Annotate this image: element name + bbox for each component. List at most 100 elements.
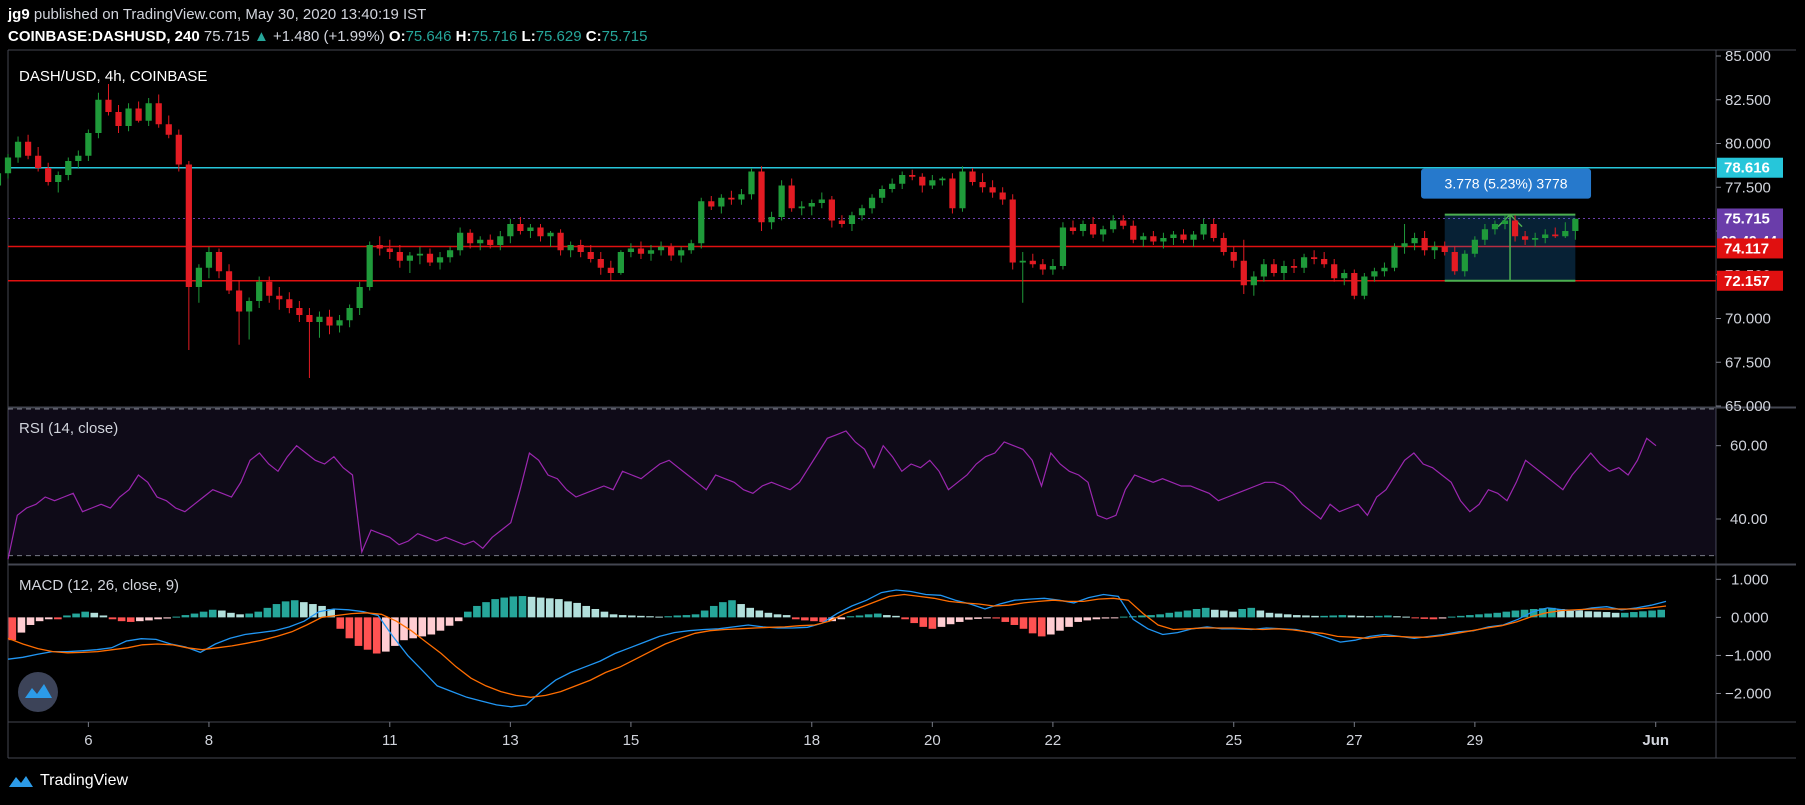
candle[interactable] [1009,199,1016,263]
candle[interactable] [1511,220,1519,237]
candle[interactable] [185,164,192,288]
candle[interactable] [1220,238,1227,252]
candle[interactable] [225,271,233,291]
candle[interactable] [4,157,12,174]
candle[interactable] [587,252,594,259]
candle[interactable] [457,232,464,251]
candle[interactable] [326,316,333,326]
candle[interactable] [1311,257,1318,259]
candle[interactable] [878,189,886,198]
candle[interactable] [949,178,956,209]
candle[interactable] [1100,229,1107,235]
candle[interactable] [1461,253,1468,272]
candle[interactable] [1049,266,1057,270]
candle[interactable] [1501,220,1509,225]
candle[interactable] [316,316,323,322]
candle[interactable] [1059,227,1067,267]
candle[interactable] [818,199,825,204]
candle[interactable] [718,197,725,207]
candle[interactable] [1089,224,1097,235]
candle[interactable] [868,197,876,209]
rsi-line[interactable] [7,430,1657,560]
candle[interactable] [1481,229,1489,240]
candle[interactable] [798,206,805,209]
candle[interactable] [657,246,665,251]
candle[interactable] [115,112,122,126]
candle[interactable] [306,315,313,322]
candle[interactable] [467,232,474,244]
candle[interactable] [909,175,916,177]
candle[interactable] [838,220,846,225]
candle[interactable] [517,224,524,231]
signal-line[interactable] [7,593,1667,698]
candle[interactable] [1371,271,1378,277]
candle[interactable] [195,267,203,287]
candle[interactable] [366,245,373,287]
candle[interactable] [477,239,484,244]
candle[interactable] [286,299,293,308]
candle[interactable] [577,245,584,252]
candle[interactable] [266,281,273,296]
candle[interactable] [155,103,162,125]
candle[interactable] [426,253,434,263]
candle[interactable] [346,308,353,321]
candle[interactable] [708,201,715,207]
candle[interactable] [808,203,815,207]
candle[interactable] [386,248,393,253]
candle[interactable] [858,208,866,216]
candle[interactable] [497,236,504,245]
macd-pane[interactable] [7,589,1667,708]
candle[interactable] [1210,224,1217,238]
candle[interactable] [688,243,695,251]
candle[interactable] [35,155,42,168]
candle[interactable] [1401,243,1408,247]
candle[interactable] [1331,264,1338,279]
candle[interactable] [1079,224,1087,231]
candle[interactable] [748,171,755,195]
candle[interactable] [1300,257,1308,268]
candle[interactable] [989,187,996,193]
author-name[interactable]: jg9 [8,6,30,23]
candle[interactable] [246,301,253,312]
candle[interactable] [1521,236,1529,240]
candle[interactable] [1140,236,1147,240]
candle[interactable] [55,175,62,182]
candle[interactable] [165,124,172,135]
candle[interactable] [667,246,675,256]
candle[interactable] [1110,220,1117,230]
candle[interactable] [1270,264,1278,273]
candle[interactable] [1180,234,1187,240]
candle[interactable] [1471,239,1478,254]
candle[interactable] [1572,218,1579,231]
price-pane[interactable]: 3.778 (5.23%) 3778 [0,84,1716,378]
candle[interactable] [276,295,283,300]
candle[interactable] [959,171,966,209]
candle[interactable] [105,99,112,112]
candle[interactable] [979,182,986,188]
candle[interactable] [678,250,685,256]
candle[interactable] [1421,238,1428,251]
candle[interactable] [24,141,32,156]
candle[interactable] [446,250,454,258]
candle[interactable] [1562,231,1569,237]
candle[interactable] [1160,238,1167,242]
candle[interactable] [406,255,413,261]
candle[interactable] [1170,234,1177,239]
candle[interactable] [487,239,494,245]
candle[interactable] [597,259,604,268]
candle[interactable] [1029,260,1036,265]
candle[interactable] [647,250,655,254]
candle[interactable] [768,217,775,223]
candle[interactable] [507,224,514,237]
candle[interactable] [215,252,223,272]
candle[interactable] [939,178,946,181]
candle[interactable] [929,180,936,186]
candle[interactable] [567,245,574,251]
candle[interactable] [637,248,645,254]
candle[interactable] [758,171,765,223]
candle[interactable] [0,173,2,186]
candle[interactable] [1190,234,1197,240]
chart-canvas[interactable]: 3.778 (5.23%) 3778 85.00082.50080.00077.… [0,0,1805,760]
rsi-pane[interactable] [7,408,1716,560]
candle[interactable] [416,253,424,256]
